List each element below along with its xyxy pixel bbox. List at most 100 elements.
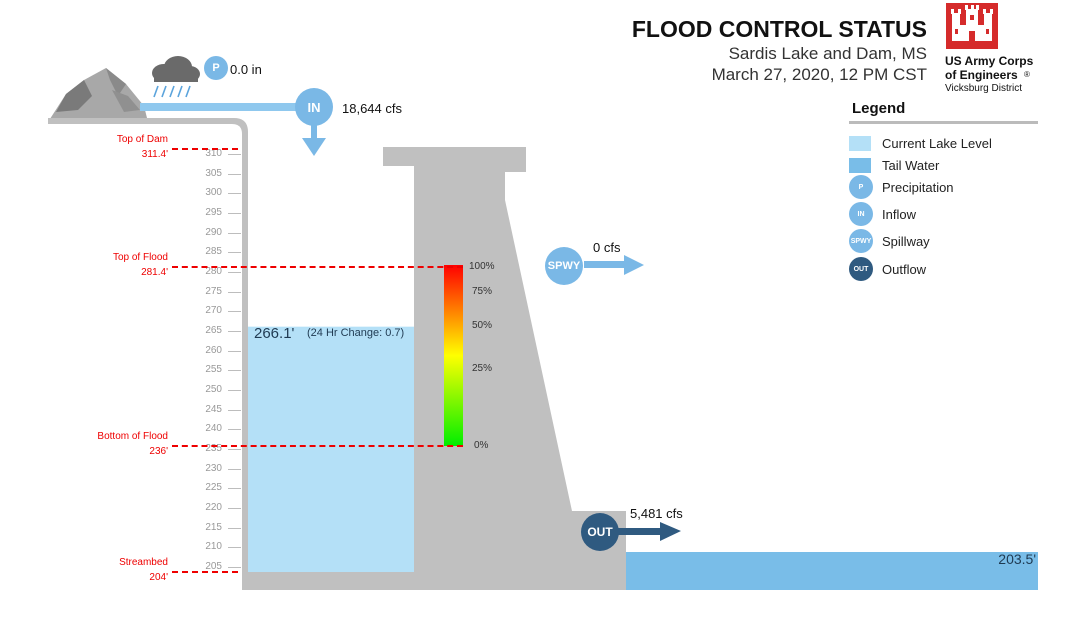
scale-tick-mark (228, 213, 241, 214)
scale-tick-mark (228, 409, 241, 411)
lake-24hr-change: (24 Hr Change: 0.7) (307, 327, 405, 339)
scale-tick-mark (228, 311, 241, 313)
legend-label: Spillway (882, 233, 930, 249)
legend-label: Precipitation (882, 179, 954, 195)
scale-tick-label: 300 (205, 187, 222, 199)
scale-tick-mark (228, 252, 241, 254)
tailwater-level-value: 203.5' (998, 551, 1036, 567)
scale-tick-mark (228, 567, 241, 568)
reference-line (172, 570, 238, 573)
spillway-badge: SPWY (545, 247, 583, 285)
inflow-badge: IN (295, 88, 333, 126)
scale-tick-label: 285 (205, 246, 222, 258)
scale-tick-label: 230 (205, 462, 222, 474)
precipitation-code: P (212, 62, 220, 74)
spillway-code: SPWY (547, 260, 581, 272)
scale-tick-mark (228, 331, 241, 332)
scale-tick-label: 250 (205, 384, 222, 395)
org-name-line2: of Engineers (945, 68, 1018, 82)
inflow-arrow (302, 138, 326, 156)
legend-heading: Legend (852, 100, 906, 117)
scale-tick-label: 275 (205, 285, 222, 297)
scale-tick-mark (228, 291, 241, 293)
scale-tick-label: 210 (205, 541, 222, 553)
scale-tick-label: 295 (205, 207, 222, 218)
scale-tick-mark (228, 547, 241, 549)
scale-tick-mark (228, 350, 241, 352)
legend-label: Tail Water (882, 157, 940, 173)
precipitation-value: 0.0 in (230, 62, 262, 77)
reference-line (172, 148, 238, 151)
usace-castle-logo (946, 3, 998, 49)
legend-bubble: SPWY (849, 229, 873, 253)
spillway-value: 0 cfs (593, 240, 621, 255)
location-subtitle: Sardis Lake and Dam, MS (728, 44, 927, 63)
legend-item: Current Lake Level (849, 131, 992, 155)
gauge-label-50: 50% (472, 320, 493, 331)
scale-tick-label: 265 (205, 325, 222, 336)
precipitation-badge: P (204, 56, 228, 80)
reference-name: Top of Flood (112, 252, 168, 264)
legend-bubble: OUT (849, 257, 873, 281)
scale-tick-label: 260 (205, 344, 222, 356)
legend-bubble: P (849, 175, 873, 199)
scale-tick-mark (228, 390, 241, 391)
reference-value: 204' (149, 571, 168, 583)
scale-tick-mark (228, 272, 241, 273)
lake-level-value: 266.1' (254, 325, 295, 342)
scale-tick-label: 280 (205, 266, 222, 277)
gauge-label-100: 100% (469, 261, 495, 272)
reference-name: Bottom of Flood (97, 431, 168, 443)
gauge-label-75: 75% (472, 286, 493, 297)
lake-water (248, 326, 414, 572)
legend-label: Outflow (882, 261, 927, 277)
scale-tick-label: 225 (205, 482, 222, 494)
scale-tick-mark (228, 232, 241, 234)
scale-tick-label: 310 (205, 148, 222, 159)
scale-tick-mark (228, 173, 241, 175)
org-name-line1: US Army Corps (945, 54, 1034, 68)
scale-tick-label: 235 (205, 443, 222, 454)
scale-tick-mark (228, 449, 241, 450)
inflow-code: IN (307, 99, 321, 115)
org-district: Vicksburg District (945, 83, 1023, 94)
scale-tick-label: 270 (205, 305, 222, 317)
gauge-label-25: 25% (472, 363, 493, 374)
reference-line (172, 445, 463, 448)
flood-storage-gauge (444, 265, 463, 446)
legend-label: Current Lake Level (882, 135, 992, 151)
legend-item: SPWY Spillway (849, 229, 930, 253)
legend-item: P Precipitation (849, 175, 954, 199)
scale-tick-label: 215 (205, 521, 222, 533)
gauge-label-0: 0% (474, 440, 489, 451)
inflow-value: 18,644 cfs (342, 101, 402, 116)
scale-tick-mark (228, 193, 241, 195)
scale-tick-mark (228, 508, 241, 509)
inflow-channel (140, 103, 300, 111)
outflow-badge: OUT (581, 513, 619, 551)
outflow-arrow (660, 522, 681, 541)
reference-value: 281.4' (141, 267, 168, 279)
page-title: FLOOD CONTROL STATUS (631, 16, 927, 42)
outflow-code: OUT (587, 525, 613, 539)
reference-line (172, 266, 463, 269)
reference-name: Streambed (119, 556, 168, 568)
scale-tick-label: 220 (205, 502, 222, 513)
legend-item: Tail Water (849, 153, 939, 177)
scale-tick-label: 240 (205, 423, 222, 435)
outflow-value: 5,481 cfs (630, 506, 683, 521)
tailwater (626, 552, 1038, 590)
legend-bubble: IN (849, 202, 873, 226)
scale-tick-label: 305 (205, 167, 222, 179)
datetime-subtitle: March 27, 2020, 12 PM CST (711, 65, 927, 84)
spillway-arrow (624, 255, 644, 275)
scale-tick-mark (228, 488, 241, 490)
legend-divider (849, 121, 1038, 124)
rain-cloud-icon (152, 56, 200, 98)
scale-tick-label: 290 (205, 226, 222, 238)
scale-tick-label: 245 (205, 403, 222, 415)
reference-name: Top of Dam (116, 134, 168, 146)
scale-tick-mark (228, 370, 241, 372)
scale-tick-label: 205 (205, 561, 222, 572)
